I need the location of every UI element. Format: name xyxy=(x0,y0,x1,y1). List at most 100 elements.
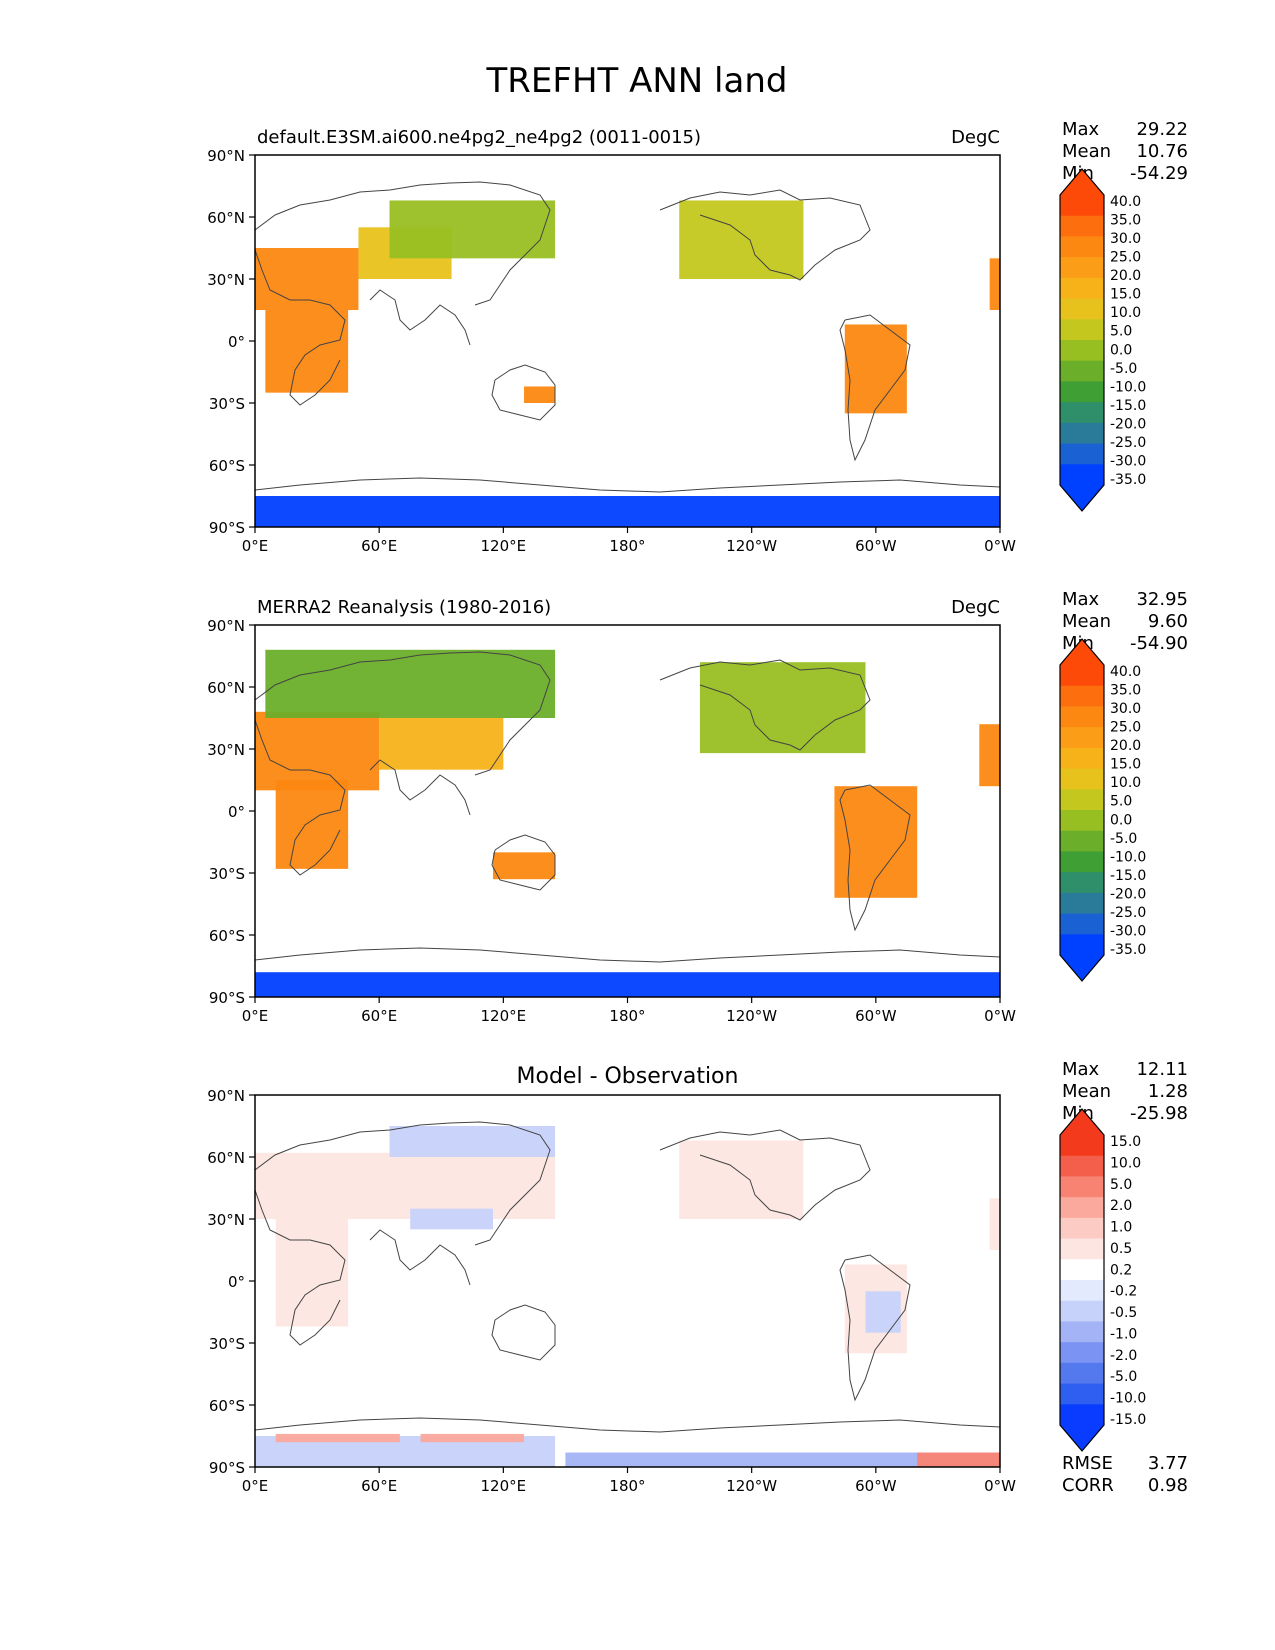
colorbar-segment xyxy=(1060,1155,1104,1177)
map-data xyxy=(255,181,1000,527)
stat-label: Max xyxy=(1062,589,1100,610)
lat-tick-label: 90°N xyxy=(207,1087,245,1105)
colorbar-tick-label: 0.0 xyxy=(1110,342,1132,358)
stat-value: 32.95 xyxy=(1136,589,1188,610)
coastline xyxy=(369,289,471,346)
colorbar-tick-label: -35.0 xyxy=(1110,942,1146,958)
map-region xyxy=(524,386,556,403)
colorbar-segment xyxy=(1060,422,1104,445)
metric-label: RMSE xyxy=(1062,1453,1113,1474)
lat-tick-label: 60°S xyxy=(209,927,245,945)
map-region xyxy=(834,786,918,898)
colorbar-segment xyxy=(1060,872,1104,894)
colorbar-segment xyxy=(1060,747,1104,770)
colorbar-tick-label: 15.0 xyxy=(1110,1134,1141,1150)
colorbar-segment xyxy=(1060,685,1104,707)
lat-tick-label: 90°S xyxy=(209,519,245,537)
colorbar-tick-label: -5.0 xyxy=(1110,361,1137,377)
colorbar-tick-label: -0.2 xyxy=(1110,1284,1137,1300)
colorbar-tick-label: -25.0 xyxy=(1110,435,1146,451)
colorbar-tick-label: 20.0 xyxy=(1110,738,1141,754)
coastline xyxy=(255,477,1000,493)
coastline xyxy=(255,181,551,306)
coastline xyxy=(491,834,556,891)
lat-tick-label: 90°S xyxy=(209,989,245,1007)
coastline xyxy=(255,1189,346,1346)
colorbar-tick-label: 0.2 xyxy=(1110,1262,1132,1278)
map-region xyxy=(275,1219,349,1327)
colorbar-segment xyxy=(1060,257,1104,279)
colorbar-segment xyxy=(1060,1176,1104,1198)
lon-tick-label: 120°E xyxy=(481,1007,527,1025)
colorbar-segment xyxy=(1060,464,1104,486)
colorbar-tick-label: -10.0 xyxy=(1110,849,1146,865)
colorbar-cap-bottom xyxy=(1060,955,1104,981)
coastline xyxy=(255,947,1000,963)
lon-tick-label: 0°E xyxy=(242,1007,269,1025)
lon-tick-label: 120°W xyxy=(726,537,777,555)
stat-value: 29.22 xyxy=(1136,119,1188,140)
colorbar-segment xyxy=(1060,727,1104,749)
panel-units: DegC xyxy=(951,127,1000,148)
map-region xyxy=(275,780,349,869)
map-data xyxy=(255,649,1000,997)
colorbar-cap-bottom xyxy=(1060,485,1104,511)
lon-tick-label: 180° xyxy=(609,1477,645,1495)
map-region xyxy=(389,1126,556,1157)
map-panel-observation: MERRA2 Reanalysis (1980-2016) DegC 90°N 60°… xyxy=(207,589,1188,1025)
map-region xyxy=(275,1433,400,1443)
colorbar-tick-label: -2.0 xyxy=(1110,1348,1137,1364)
stat-value: 1.28 xyxy=(1148,1081,1188,1102)
lon-tick-label: 60°W xyxy=(855,537,897,555)
lat-tick-label: 60°N xyxy=(207,209,245,227)
colorbar-tick-label: -30.0 xyxy=(1110,923,1146,939)
map-region xyxy=(679,1140,804,1219)
coastline xyxy=(255,1417,1000,1433)
lon-tick-label: 180° xyxy=(609,1007,645,1025)
colorbar-segment xyxy=(1060,1404,1104,1426)
lat-tick-label: 90°S xyxy=(209,1459,245,1477)
colorbar-segment xyxy=(1060,1300,1104,1322)
lat-tick-label: 30°S xyxy=(209,865,245,883)
colorbar-outline xyxy=(1059,1108,1105,1452)
colorbar-segment xyxy=(1060,789,1104,811)
stat-value: -54.29 xyxy=(1130,163,1188,184)
colorbar-segment xyxy=(1060,340,1104,362)
colorbar-tick-label: -35.0 xyxy=(1110,472,1146,488)
colorbar-segment xyxy=(1060,1321,1104,1343)
colorbar-cap-top xyxy=(1060,1109,1104,1135)
colorbar-segment xyxy=(1060,1383,1104,1405)
coastline xyxy=(839,314,911,462)
colorbar-tick-label: -5.0 xyxy=(1110,831,1137,847)
colorbar-segment xyxy=(1060,195,1104,217)
colorbar-segment xyxy=(1060,319,1104,341)
colorbar-tick-label: -15.0 xyxy=(1110,398,1146,414)
map-region xyxy=(255,248,359,310)
coastline xyxy=(369,759,471,816)
panel-title: default.E3SM.ai600.ne4pg2_ne4pg2 (0011-0… xyxy=(257,127,701,148)
lon-tick-label: 0°W xyxy=(984,537,1016,555)
stat-label: Mean xyxy=(1062,1081,1111,1102)
map-region xyxy=(492,852,556,880)
colorbar-tick-label: 35.0 xyxy=(1110,213,1141,229)
colorbar-segment xyxy=(1060,913,1104,935)
map-region xyxy=(844,324,907,414)
stat-label: Mean xyxy=(1062,611,1111,632)
stat-value: 12.11 xyxy=(1136,1059,1188,1080)
colorbar-tick-label: -30.0 xyxy=(1110,453,1146,469)
colorbar-segment xyxy=(1060,381,1104,403)
map-data xyxy=(255,1121,1000,1467)
lon-tick-label: 60°W xyxy=(855,1007,897,1025)
lon-tick-label: 0°E xyxy=(242,537,269,555)
map-region xyxy=(420,1433,525,1443)
colorbar-tick-label: -1.0 xyxy=(1110,1326,1137,1342)
stat-value: 9.60 xyxy=(1148,611,1188,632)
colorbar-tick-label: -0.5 xyxy=(1110,1305,1137,1321)
colorbar-segment xyxy=(1060,1362,1104,1385)
map-region xyxy=(410,1208,493,1230)
colorbar-segment xyxy=(1060,851,1104,873)
lon-tick-label: 60°W xyxy=(855,1477,897,1495)
colorbar-segment xyxy=(1060,1342,1104,1364)
lon-tick-label: 60°E xyxy=(361,1477,397,1495)
lon-tick-label: 120°E xyxy=(481,537,527,555)
